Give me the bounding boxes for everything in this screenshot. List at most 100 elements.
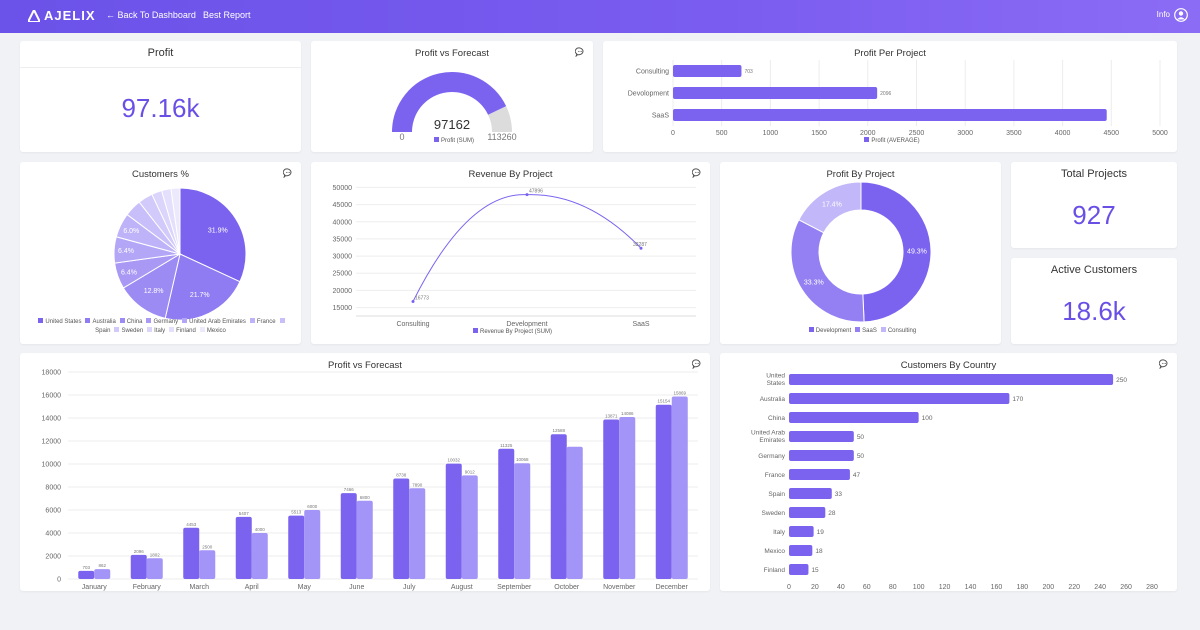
bar-profit xyxy=(288,515,305,579)
bar-value-label: 14086 xyxy=(621,411,634,416)
x-tick-label: June xyxy=(349,584,364,591)
comment-icon[interactable] xyxy=(283,168,293,178)
bar-value-label: 15154 xyxy=(657,399,670,404)
bar-profit xyxy=(340,493,357,579)
bar xyxy=(789,564,809,575)
donut-slice xyxy=(860,181,932,323)
slice-label: 21.7% xyxy=(190,292,210,299)
x-tick-label: 3000 xyxy=(957,130,973,137)
bar-profit xyxy=(78,570,95,579)
bar-profit xyxy=(550,434,567,579)
profit-by-project-donut: 49.3% 33.3% 17.4% xyxy=(790,181,932,323)
bar-value-label: 703 xyxy=(744,69,753,75)
pie-slice xyxy=(164,253,241,321)
chart-legend: Development SaaS Consulting xyxy=(720,327,1001,336)
x-tick-label: 20 xyxy=(811,584,819,591)
slice-label: 17.4% xyxy=(822,202,842,209)
bar-forecast xyxy=(514,463,531,579)
legend-swatch xyxy=(279,318,285,323)
report-name: Best Report xyxy=(203,10,251,20)
x-tick-label: 2500 xyxy=(909,130,925,137)
active-customers-value: 18.6k xyxy=(1062,296,1126,326)
gauge-min-label: 0 xyxy=(399,132,404,142)
x-tick-label: 40 xyxy=(837,584,845,591)
profit-value: 97.16k xyxy=(121,93,200,123)
legend-swatch xyxy=(119,318,125,323)
profit-per-project-card: Profit Per Project 0 500 1000 1500 2000 2500 3… xyxy=(603,41,1177,152)
bar xyxy=(789,507,826,518)
ajelix-logo[interactable]: AJELIX xyxy=(28,8,96,23)
comment-icon[interactable] xyxy=(692,359,702,369)
x-tick-label: 5000 xyxy=(1152,130,1168,137)
bar-profit xyxy=(235,516,252,579)
chart-title: Customers By Country xyxy=(900,360,997,371)
x-tick-label: 100 xyxy=(913,584,925,591)
legend-label: Sweden xyxy=(121,328,144,334)
legend-label: Revenue By Project (SUM) xyxy=(479,329,553,335)
chart-legend: Profit (SUM) xyxy=(311,137,593,146)
y-category-label: United Arab Emirates xyxy=(751,430,786,445)
logo-text: AJELIX xyxy=(44,8,96,23)
profit-per-project-chart: 0 500 1000 1500 2000 2500 3000 3500 4000 4500 5000… xyxy=(628,60,1168,137)
comment-icon[interactable] xyxy=(575,47,585,57)
bar-value-label: 15869 xyxy=(673,391,686,396)
comment-icon[interactable] xyxy=(1159,359,1169,369)
bar-value-label: 6000 xyxy=(307,504,318,509)
x-tick-label: November xyxy=(603,584,636,591)
x-tick-label: February xyxy=(133,584,162,591)
comment-icon[interactable] xyxy=(692,168,702,178)
bar-profit xyxy=(445,463,462,579)
bar-value-label: 19 xyxy=(817,529,825,536)
y-tick-label: 4000 xyxy=(45,531,61,538)
chart-title: Profit Per Project xyxy=(854,48,926,59)
slice-label: 6.4% xyxy=(121,270,137,277)
card-title: Total Projects xyxy=(1060,168,1128,180)
bar-value-label: 703 xyxy=(82,565,90,570)
user-circle-icon[interactable] xyxy=(1174,8,1188,22)
bar-forecast xyxy=(409,488,426,579)
x-tick-label: 2000 xyxy=(860,130,876,137)
bar xyxy=(673,87,878,99)
slice-label: 6.4% xyxy=(118,248,134,255)
x-tick-label: December xyxy=(656,584,689,591)
back-to-dashboard-link[interactable]: ← Back To Dashboard xyxy=(106,10,196,20)
bar-forecast xyxy=(251,533,268,579)
y-tick-label: 20000 xyxy=(333,288,353,295)
y-tick-label: 50000 xyxy=(333,185,353,192)
x-tick-label: 200 xyxy=(1042,584,1054,591)
slice-label: 33.3% xyxy=(804,280,824,287)
bar-value-label: 2096 xyxy=(134,549,145,554)
bar-value-label: 50 xyxy=(857,434,865,441)
y-category-label: Italy xyxy=(773,529,786,536)
data-label: 47896 xyxy=(529,189,543,195)
y-tick-label: 15000 xyxy=(333,305,353,312)
gauge-card: Profit vs Forecast 97162 0 113260 Profit… xyxy=(311,41,593,152)
y-tick-label: 35000 xyxy=(333,236,353,243)
logo-icon xyxy=(28,9,40,22)
bar-value-label: 5513 xyxy=(291,510,302,515)
monthly-profit-card: Profit vs Forecast 0 2000 4000 6000 8000 1000… xyxy=(20,353,710,591)
legend-label: France xyxy=(256,319,276,325)
x-tick-label: April xyxy=(245,584,259,591)
bar-forecast xyxy=(146,558,163,579)
chart-title: Customers % xyxy=(131,169,189,180)
x-tick-label: September xyxy=(497,584,532,591)
x-tick-label: 60 xyxy=(863,584,871,591)
y-tick-label: 10000 xyxy=(42,462,62,469)
chart-legend: Revenue By Project (SUM) xyxy=(311,328,710,337)
bar-value-label: 6800 xyxy=(360,495,371,500)
x-tick-label: 180 xyxy=(1017,584,1029,591)
legend-label: China xyxy=(126,319,143,325)
x-tick-label: 120 xyxy=(939,584,951,591)
bar-forecast xyxy=(199,550,216,579)
bar-value-label: 250 xyxy=(1116,377,1127,384)
x-tick-label: Consulting xyxy=(396,321,429,328)
revenue-line-chart: 15000 20000 25000 30000 35000 40000 45000 50000… xyxy=(333,185,696,328)
bar xyxy=(673,109,1107,121)
bar-value-label: 8738 xyxy=(396,473,407,478)
x-tick-label: 4500 xyxy=(1104,130,1120,137)
legend-label: Germany xyxy=(153,319,179,325)
legend-label: Mexico xyxy=(206,328,226,334)
info-link[interactable]: Info xyxy=(1156,10,1170,19)
total-projects-card: Total Projects 927 xyxy=(1011,162,1177,248)
